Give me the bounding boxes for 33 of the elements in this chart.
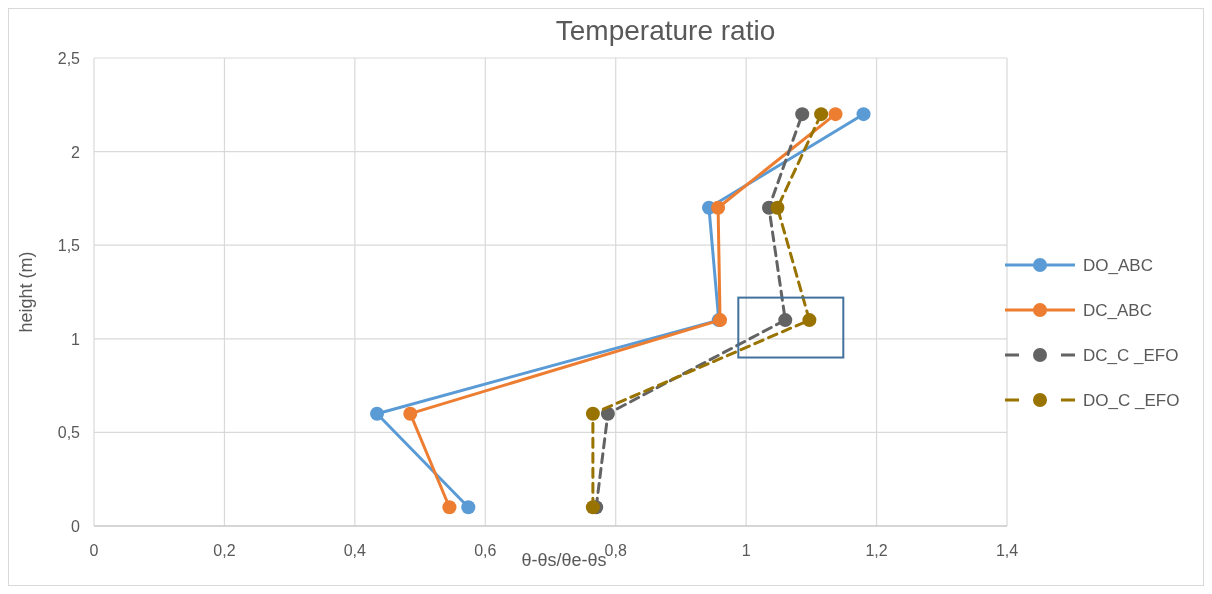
- point: [856, 107, 871, 122]
- point: [585, 500, 600, 515]
- legend-label: DO_C _EFO: [1083, 391, 1180, 410]
- point: [461, 500, 476, 515]
- point: [770, 200, 785, 215]
- y-tick-label: 0: [71, 518, 81, 535]
- legend-label: DC_C _EFO: [1083, 346, 1179, 365]
- y-tick-label: 2,5: [57, 50, 81, 67]
- x-tick-label: 1: [741, 542, 751, 559]
- point: [795, 107, 810, 122]
- x-tick-label: 0,2: [213, 542, 236, 559]
- legend-label: DC_ABC: [1083, 301, 1152, 320]
- y-axis-title: height (m): [16, 251, 36, 333]
- point: [711, 200, 726, 215]
- point: [442, 500, 457, 515]
- point: [403, 406, 418, 421]
- y-tick-label: 1,5: [57, 237, 81, 255]
- x-tick-label: 1,4: [995, 542, 1019, 559]
- point: [585, 406, 600, 421]
- legend-label: DO_ABC: [1083, 256, 1153, 275]
- point: [814, 107, 829, 122]
- point: [778, 313, 793, 328]
- point: [370, 406, 385, 421]
- y-tick-label: 0,5: [57, 424, 81, 442]
- x-tick-label: 0: [89, 542, 99, 559]
- y-tick-label: 2: [71, 143, 81, 161]
- point: [828, 107, 843, 122]
- x-tick-label: 0,4: [343, 542, 367, 559]
- point: [802, 313, 817, 328]
- x-tick-label: 0,6: [474, 542, 497, 559]
- y-tick-label: 1: [71, 330, 81, 348]
- chart-title: Temperature ratio: [555, 15, 776, 46]
- x-tick-label: 1,2: [865, 542, 888, 559]
